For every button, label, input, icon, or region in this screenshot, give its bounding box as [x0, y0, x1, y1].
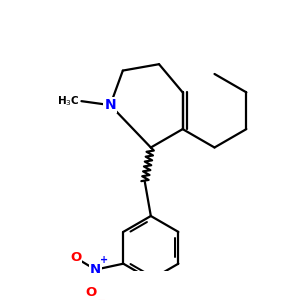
Text: −: − [97, 296, 106, 300]
Text: N: N [90, 263, 101, 276]
Text: +: + [100, 255, 109, 265]
Text: O: O [70, 251, 81, 264]
Text: H$_3$C: H$_3$C [57, 94, 80, 108]
Text: O: O [86, 286, 97, 299]
Text: N: N [104, 98, 116, 112]
